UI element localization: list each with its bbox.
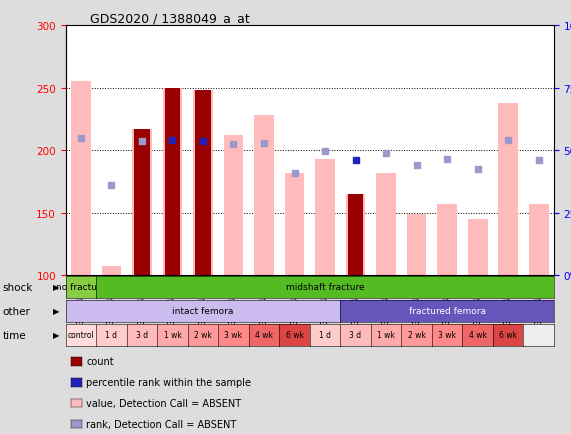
Text: 4 wk: 4 wk [255, 331, 273, 339]
Bar [345, 194, 365, 276]
Text: midshaft fracture: midshaft fracture [286, 283, 364, 292]
Bar [498, 103, 518, 276]
Text: other: other [3, 306, 31, 316]
Bar [315, 160, 335, 276]
Bar [254, 116, 274, 276]
Text: 4 wk: 4 wk [469, 331, 486, 339]
Text: time: time [3, 330, 26, 340]
Text: 1 wk: 1 wk [377, 331, 395, 339]
Text: GDS2020 / 1388049_a_at: GDS2020 / 1388049_a_at [90, 12, 250, 25]
Bar [134, 130, 150, 276]
Bar [163, 89, 182, 276]
Bar [195, 91, 211, 276]
Text: 1 d: 1 d [106, 331, 118, 339]
Text: no fracture: no fracture [56, 283, 106, 292]
Text: 6 wk: 6 wk [286, 331, 304, 339]
Bar [529, 204, 549, 276]
Text: 6 wk: 6 wk [499, 331, 517, 339]
Bar [132, 130, 152, 276]
Text: value, Detection Call = ABSENT: value, Detection Call = ABSENT [86, 398, 242, 408]
Text: 1 wk: 1 wk [163, 331, 182, 339]
Bar [71, 82, 91, 276]
Text: 3 wk: 3 wk [224, 331, 243, 339]
Text: 1 d: 1 d [319, 331, 331, 339]
Text: ▶: ▶ [54, 307, 60, 316]
Text: 2 wk: 2 wk [408, 331, 425, 339]
Text: 3 d: 3 d [349, 331, 361, 339]
Text: intact femora: intact femora [172, 307, 234, 316]
Bar [407, 214, 427, 276]
Bar [468, 220, 488, 276]
Text: fractured femora: fractured femora [409, 307, 485, 316]
Bar [348, 194, 363, 276]
Bar [376, 173, 396, 276]
Bar [165, 89, 180, 276]
Text: 3 d: 3 d [136, 331, 148, 339]
Bar [224, 136, 243, 276]
Text: percentile rank within the sample: percentile rank within the sample [86, 378, 251, 387]
Text: control: control [67, 331, 94, 339]
Bar [193, 91, 213, 276]
Text: count: count [86, 357, 114, 366]
Text: 2 wk: 2 wk [194, 331, 212, 339]
Bar [284, 173, 304, 276]
Text: ▶: ▶ [54, 331, 60, 339]
Text: 3 wk: 3 wk [438, 331, 456, 339]
Bar [437, 204, 457, 276]
Bar [102, 267, 122, 276]
Text: rank, Detection Call = ABSENT: rank, Detection Call = ABSENT [86, 419, 236, 429]
Text: shock: shock [3, 283, 33, 292]
Text: ▶: ▶ [54, 283, 60, 292]
